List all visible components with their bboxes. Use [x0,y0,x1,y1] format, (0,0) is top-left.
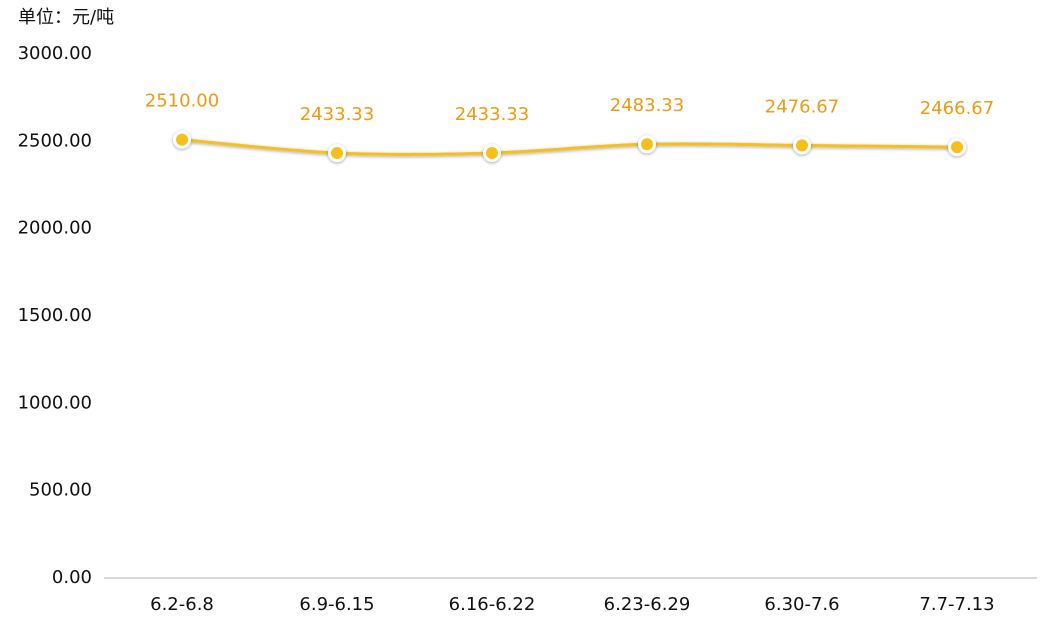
point [173,130,191,149]
y-tick-label: 2000.00 [18,218,92,239]
x-tick-label: 6.2-6.8 [150,594,214,615]
data-label: 2483.33 [610,95,684,116]
y-tick-label: 1000.00 [18,392,92,413]
y-tick-label: 1500.00 [18,305,92,326]
chart-title: 单位：元/吨 [18,7,114,28]
line [181,138,958,156]
data-label: 2433.33 [455,104,529,125]
x-tick-label: 7.7-7.13 [919,594,994,615]
x-tick-label: 6.30-7.6 [764,594,839,615]
x-tick-label: 6.9-6.15 [299,594,374,615]
data-label: 2433.33 [300,104,374,125]
point [638,135,656,154]
y-tick-label: 2500.00 [18,130,92,151]
y-tick-label: 3000.00 [18,43,92,64]
point [483,143,501,162]
point [948,138,966,157]
y-tick-label: 500.00 [29,480,92,501]
data-label: 2476.67 [765,96,839,117]
y-tick-label: 0.00 [52,567,92,588]
point [793,136,811,155]
data-label: 2466.67 [920,98,994,119]
point [328,143,346,162]
x-tick-label: 6.16-6.22 [449,594,536,615]
data-label: 2510.00 [145,91,219,112]
x-tick-label: 6.23-6.29 [604,594,691,615]
